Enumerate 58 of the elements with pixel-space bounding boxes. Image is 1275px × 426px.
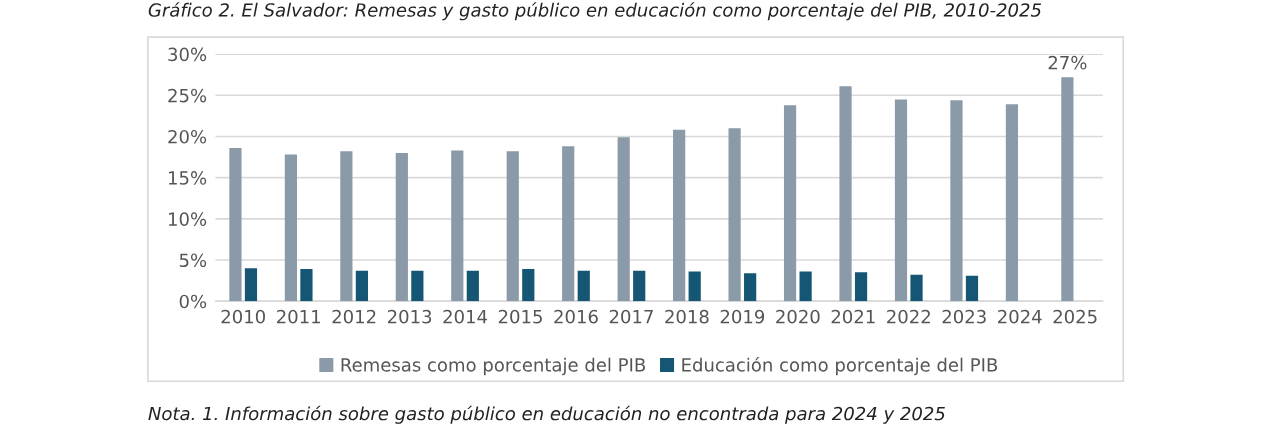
legend-label: Educación como porcentaje del PIB: [682, 356, 998, 376]
bar: [910, 274, 923, 302]
bar: [728, 128, 741, 302]
data-label: 27%: [1048, 55, 1087, 70]
bar: [466, 270, 479, 302]
bar: [783, 105, 797, 302]
chart-title: Gráfico 2. El Salvador: Remesas y gasto público en educación como porcentaje del PIB, 2010-2025: [148, 2, 1041, 21]
x-tick-label: 2019: [720, 309, 765, 324]
bar: [244, 268, 258, 302]
bar: [284, 154, 297, 302]
bar: [506, 151, 519, 302]
bar: [965, 275, 979, 302]
x-tick-label: 2017: [609, 309, 653, 324]
x-tick-label: 2024: [998, 309, 1042, 324]
x-tick-label: 2013: [387, 309, 432, 324]
x-tick-label: 2021: [831, 309, 875, 324]
text: Nota. 1. Información sobre gasto público en educación no encontrada para 2024 y 2025: [148, 405, 945, 424]
bar: [1061, 77, 1074, 302]
bar: [688, 271, 701, 302]
y-tick-label: 30%: [168, 47, 207, 62]
bar: [522, 269, 535, 302]
y-tick-label: 25%: [168, 88, 207, 103]
x-tick-label: 2010: [221, 309, 265, 324]
bar: [411, 270, 424, 302]
bar: [744, 273, 757, 302]
bar: [229, 147, 242, 302]
bar: [355, 270, 368, 302]
bar: [854, 272, 868, 302]
y-tick-label: 15%: [168, 171, 207, 185]
bar: [673, 129, 686, 302]
bar: [950, 100, 963, 302]
x-tick-label: 2022: [887, 309, 930, 324]
y-tick-label: 10%: [168, 212, 207, 226]
x-tick-label: 2025: [1053, 309, 1097, 324]
bar: [839, 86, 852, 302]
y-tick-label: 0%: [179, 294, 207, 309]
bar: [300, 269, 313, 302]
x-tick-label: 2012: [332, 309, 376, 324]
bar: [340, 151, 353, 302]
legend-label: Remesas como porcentaje del PIB: [341, 357, 646, 376]
x-tick-label: 2020: [776, 309, 820, 324]
x-tick-label: 2018: [665, 309, 709, 324]
x-tick-label: 2016: [554, 309, 598, 324]
bar: [395, 152, 408, 302]
x-tick-label: 2014: [443, 309, 488, 324]
x-tick-label: 2023: [942, 309, 986, 324]
bar: [562, 146, 575, 302]
bar: [894, 99, 908, 302]
bar: [633, 270, 646, 302]
bar: [1005, 104, 1019, 302]
bar: [577, 270, 590, 302]
y-tick-label: 20%: [168, 129, 207, 144]
y-tick-label: 5%: [179, 253, 207, 268]
x-tick-label: 2011: [277, 309, 320, 324]
bar: [799, 271, 812, 302]
x-tick-label: 2015: [498, 309, 542, 324]
bar: [617, 137, 630, 302]
bar: [451, 150, 464, 302]
